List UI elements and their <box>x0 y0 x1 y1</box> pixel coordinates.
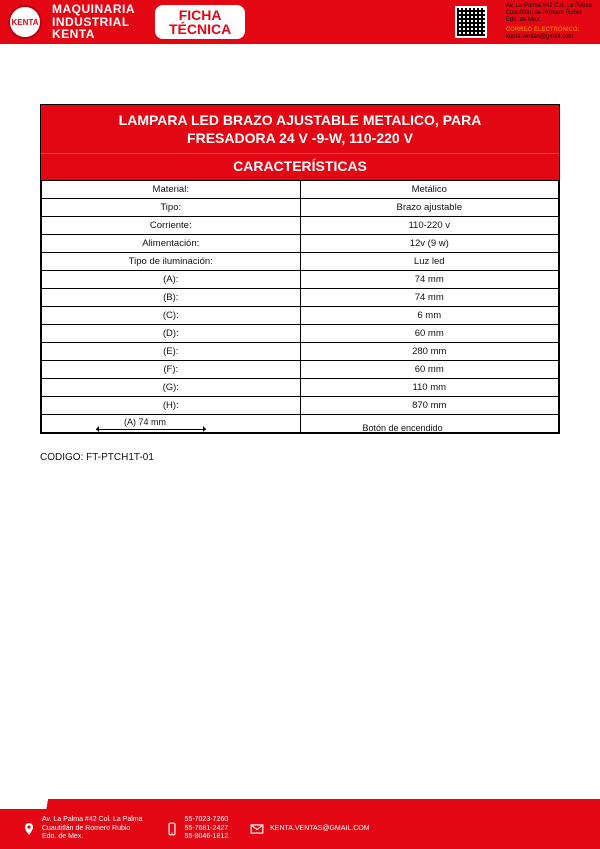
spec-key: Tipo: <box>42 199 301 217</box>
doc-title-line: FICHA <box>169 8 231 22</box>
footer-phone: 55-7681-2427 <box>185 825 229 833</box>
table-row: (H):870 mm <box>42 397 559 415</box>
table-row: (F):60 mm <box>42 361 559 379</box>
table-row: (A):74 mm <box>42 271 559 289</box>
header-address: Cuautitlán de Romero Rubio <box>506 10 592 17</box>
pin-icon <box>493 3 503 13</box>
datasheet: LAMPARA LED BRAZO AJUSTABLE METALICO, PA… <box>40 104 560 434</box>
button-label-line: Botón de encendido <box>363 423 443 432</box>
header-contact-text: Av. La Palma #42 Col. La Palma Cuautitlá… <box>493 3 592 41</box>
dim-arrow <box>96 429 206 430</box>
spec-key: (F): <box>42 361 301 379</box>
footer-address-line: Av. La Palma #42 Col. La Palma <box>42 816 143 824</box>
spec-key: Material: <box>42 181 301 199</box>
diagram-base: (A) 74 mm (B) 74 mm (C) 6 mm (D) 60 mm <box>42 415 300 432</box>
footer-phone: 55-7023-7260 <box>185 816 229 824</box>
spec-key: (G): <box>42 379 301 397</box>
table-row: (G):110 mm <box>42 379 559 397</box>
spec-val: 6 mm <box>300 307 559 325</box>
footer-accent <box>0 799 600 809</box>
brand-line: KENTA <box>52 28 135 41</box>
brand-line: MAQUINARIA <box>52 3 135 16</box>
spec-val: Metálico <box>300 181 559 199</box>
diagram-row: (A) 74 mm (B) 74 mm (C) 6 mm (D) 60 mm <box>42 415 559 433</box>
table-row: Tipo de iluminación:Luz led <box>42 253 559 271</box>
header-address: Av. La Palma #42 Col. La Palma <box>506 3 592 10</box>
header-contact: Av. La Palma #42 Col. La Palma Cuautitlá… <box>455 3 592 41</box>
spec-tbody: Material:Metálico Tipo:Brazo ajustable C… <box>42 181 559 433</box>
product-code: CODIGO: FT-PTCH1T-01 <box>40 452 600 463</box>
mail-icon <box>493 27 503 37</box>
spec-val: 110-220 v <box>300 217 559 235</box>
spec-key: (A): <box>42 271 301 289</box>
spec-val: 110 mm <box>300 379 559 397</box>
spec-val: 870 mm <box>300 397 559 415</box>
spec-val: Brazo ajustable <box>300 199 559 217</box>
diagram-arm: Botón de encendido y apagado (E) 280 mm … <box>301 415 559 432</box>
spec-key: Corriente: <box>42 217 301 235</box>
footer-phone: 55-8046-1812 <box>185 833 229 841</box>
spec-key: (B): <box>42 289 301 307</box>
sheet-subtitle: CARACTERÍSTICAS <box>41 153 559 180</box>
header-email: kenta.ventas@gmail.com <box>506 34 580 41</box>
table-row: Corriente:110-220 v <box>42 217 559 235</box>
table-row: Tipo:Brazo ajustable <box>42 199 559 217</box>
table-row: (E):280 mm <box>42 343 559 361</box>
sheet-title: LAMPARA LED BRAZO AJUSTABLE METALICO, PA… <box>41 105 559 153</box>
phone-icon <box>165 822 179 836</box>
brand-logo: KENTA <box>8 5 42 39</box>
diagram-right: Botón de encendido y apagado (E) 280 mm … <box>300 415 559 433</box>
brand-name: MAQUINARIA INDUSTRIAL KENTA <box>52 3 135 41</box>
button-label: Botón de encendido y apagado <box>363 423 443 432</box>
spec-key: Alimentación: <box>42 235 301 253</box>
spec-key: (C): <box>42 307 301 325</box>
table-row: (C):6 mm <box>42 307 559 325</box>
sheet-title-line: LAMPARA LED BRAZO AJUSTABLE METALICO, PA… <box>49 111 551 129</box>
footer-email-text: KENTA.VENTAS@GMAIL.COM <box>270 825 369 833</box>
spec-val: 280 mm <box>300 343 559 361</box>
doc-title-line: TÉCNICA <box>169 22 231 36</box>
diagram-left: (A) 74 mm (B) 74 mm (C) 6 mm (D) 60 mm <box>42 415 301 433</box>
spec-key: (D): <box>42 325 301 343</box>
spec-val: Luz led <box>300 253 559 271</box>
footer-email: KENTA.VENTAS@GMAIL.COM <box>250 822 369 836</box>
qr-code <box>455 6 487 38</box>
mail-icon <box>250 822 264 836</box>
header-email-label: CORREO ELECTRÓNICO: <box>506 27 580 34</box>
header-address: Edo. de Mex. <box>506 17 592 24</box>
spec-val: 60 mm <box>300 325 559 343</box>
footer-address-line: Edo. de Mex. <box>42 833 143 841</box>
header-bar: KENTA MAQUINARIA INDUSTRIAL KENTA FICHA … <box>0 0 600 44</box>
dim-A: (A) 74 mm <box>124 417 166 427</box>
table-row: (D):60 mm <box>42 325 559 343</box>
spec-key: (H): <box>42 397 301 415</box>
spec-val: 74 mm <box>300 289 559 307</box>
table-row: (B):74 mm <box>42 289 559 307</box>
document-title: FICHA TÉCNICA <box>155 5 245 39</box>
footer-address-line: Cuautitlán de Romero Rubio <box>42 825 143 833</box>
spec-key: (E): <box>42 343 301 361</box>
spec-val: 60 mm <box>300 361 559 379</box>
footer-phones: 55-7023-7260 55-7681-2427 55-8046-1812 <box>165 816 229 841</box>
spec-val: 74 mm <box>300 271 559 289</box>
table-row: Alimentación:12v (9 w) <box>42 235 559 253</box>
pin-icon <box>22 822 36 836</box>
footer-bar: Av. La Palma #42 Col. La Palma Cuautitlá… <box>0 809 600 849</box>
spec-val: 12v (9 w) <box>300 235 559 253</box>
sheet-title-line: FRESADORA 24 V -9-W, 110-220 V <box>49 129 551 147</box>
footer-address: Av. La Palma #42 Col. La Palma Cuautitlá… <box>22 816 143 841</box>
spec-key: Tipo de iluminación: <box>42 253 301 271</box>
spec-table: Material:Metálico Tipo:Brazo ajustable C… <box>41 180 559 433</box>
table-row: Material:Metálico <box>42 181 559 199</box>
